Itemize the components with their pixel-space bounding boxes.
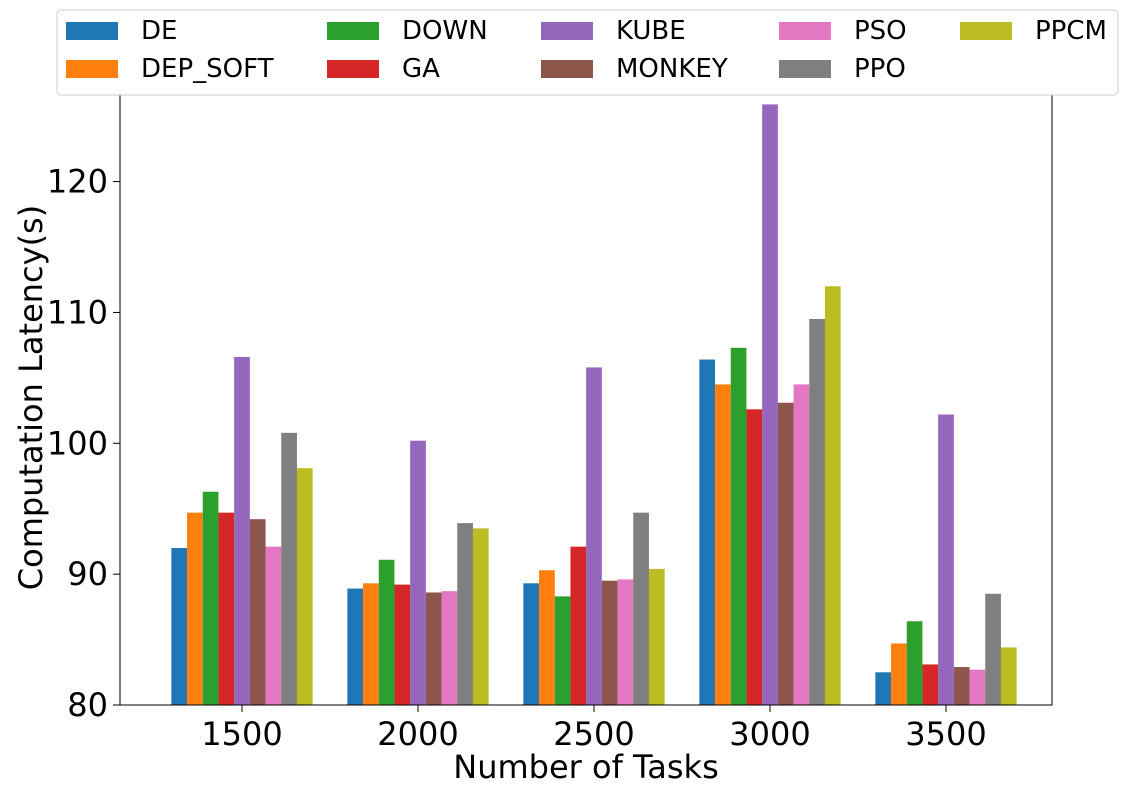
bar-dep-soft-3500 <box>891 643 907 705</box>
bar-down-3500 <box>906 621 923 705</box>
bar-ppo-2000 <box>457 523 473 705</box>
legend-swatch <box>541 22 593 40</box>
bar-pso-1500 <box>265 546 282 705</box>
legend-swatch <box>541 60 593 78</box>
bar-de-1500 <box>171 547 188 705</box>
bar-pso-2500 <box>617 579 634 705</box>
legend-swatch <box>66 22 118 40</box>
y-tick-label: 120 <box>47 163 108 201</box>
bar-ppo-3500 <box>985 593 1001 705</box>
legend-label: DE <box>141 16 177 46</box>
bar-ppcm-2500 <box>648 568 665 705</box>
y-axis-label: Computation Latency(s) <box>12 205 50 590</box>
bar-ppcm-2000 <box>472 528 489 705</box>
bar-monkey-3500 <box>953 667 970 705</box>
bar-ppcm-1500 <box>296 468 313 705</box>
bar-kube-1500 <box>234 356 250 705</box>
bar-monkey-1500 <box>249 519 266 705</box>
bar-dep-soft-1500 <box>187 512 203 705</box>
bar-monkey-2000 <box>425 592 442 705</box>
legend-label: PPCM <box>1035 16 1107 46</box>
legend-label: DOWN <box>402 16 488 46</box>
bar-ppcm-3500 <box>1000 647 1017 705</box>
bar-de-3000 <box>699 359 716 705</box>
legend-swatch <box>327 60 379 78</box>
bar-pso-2000 <box>441 591 458 705</box>
bar-down-2000 <box>378 559 395 705</box>
legend-label: KUBE <box>616 16 686 46</box>
bar-ga-2500 <box>570 546 587 705</box>
bar-kube-3500 <box>938 414 954 705</box>
bar-ga-3500 <box>922 664 939 705</box>
bar-kube-2000 <box>410 440 426 705</box>
legend-swatch <box>327 22 379 40</box>
legend-label: DEP_SOFT <box>141 54 274 84</box>
bar-de-2000 <box>347 588 364 705</box>
y-tick-label: 100 <box>47 424 108 462</box>
bar-down-3000 <box>730 347 747 705</box>
x-tick-label: 1500 <box>201 715 282 753</box>
bar-dep-soft-2000 <box>363 583 379 705</box>
legend-label: MONKEY <box>616 54 728 84</box>
x-tick-label: 2500 <box>553 715 634 753</box>
x-tick-label: 3500 <box>905 715 986 753</box>
bar-kube-2500 <box>586 367 602 705</box>
bar-down-1500 <box>202 491 219 705</box>
legend-label: PSO <box>854 16 907 46</box>
bar-ppo-2500 <box>633 512 649 705</box>
x-axis: 1500 2000 2500 3000 3500 <box>201 705 987 753</box>
bar-kube-3000 <box>762 104 778 705</box>
bar-monkey-3000 <box>777 402 794 705</box>
bar-ga-3000 <box>746 409 763 705</box>
legend-swatch <box>779 60 831 78</box>
y-axis: 80 90 100 110 120 <box>47 163 120 724</box>
bar-dep-soft-3000 <box>715 384 731 705</box>
y-tick-label: 110 <box>47 293 108 331</box>
legend-swatch <box>66 60 118 78</box>
legend-swatch <box>779 22 831 40</box>
legend-label: PPO <box>854 54 906 84</box>
x-axis-label: Number of Tasks <box>453 748 718 786</box>
bar-pso-3500 <box>969 669 986 705</box>
bar-de-2500 <box>523 583 540 705</box>
bar-ppcm-3000 <box>824 286 841 705</box>
x-tick-label: 2000 <box>377 715 458 753</box>
bar-dep-soft-2500 <box>539 570 555 705</box>
bar-monkey-2500 <box>601 580 618 705</box>
bar-ga-1500 <box>218 512 235 705</box>
bar-pso-3000 <box>793 384 810 705</box>
legend-swatch <box>960 22 1012 40</box>
x-tick-label: 3000 <box>729 715 810 753</box>
bar-down-2500 <box>554 596 571 705</box>
bar-de-3500 <box>875 672 892 705</box>
legend: DE DEP_SOFT DOWN GA KUBE MONKEY PSO PPO PPCM <box>56 9 1119 96</box>
y-tick-label: 80 <box>67 686 108 724</box>
bar-ppo-1500 <box>281 432 297 705</box>
bar-ga-2000 <box>394 584 411 705</box>
y-tick-label: 90 <box>67 555 108 593</box>
bars-group <box>171 104 1017 705</box>
legend-frame <box>56 9 1119 96</box>
legend-label: GA <box>402 54 440 84</box>
bar-ppo-3000 <box>809 318 825 705</box>
